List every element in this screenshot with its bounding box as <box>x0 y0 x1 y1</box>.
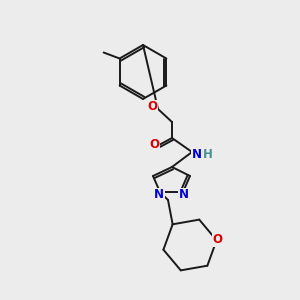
Text: O: O <box>149 137 159 151</box>
Text: H: H <box>203 148 213 161</box>
Text: N: N <box>154 188 164 202</box>
Text: N: N <box>179 188 189 202</box>
Text: O: O <box>147 100 157 113</box>
Text: N: N <box>192 148 202 160</box>
Text: O: O <box>213 233 223 246</box>
